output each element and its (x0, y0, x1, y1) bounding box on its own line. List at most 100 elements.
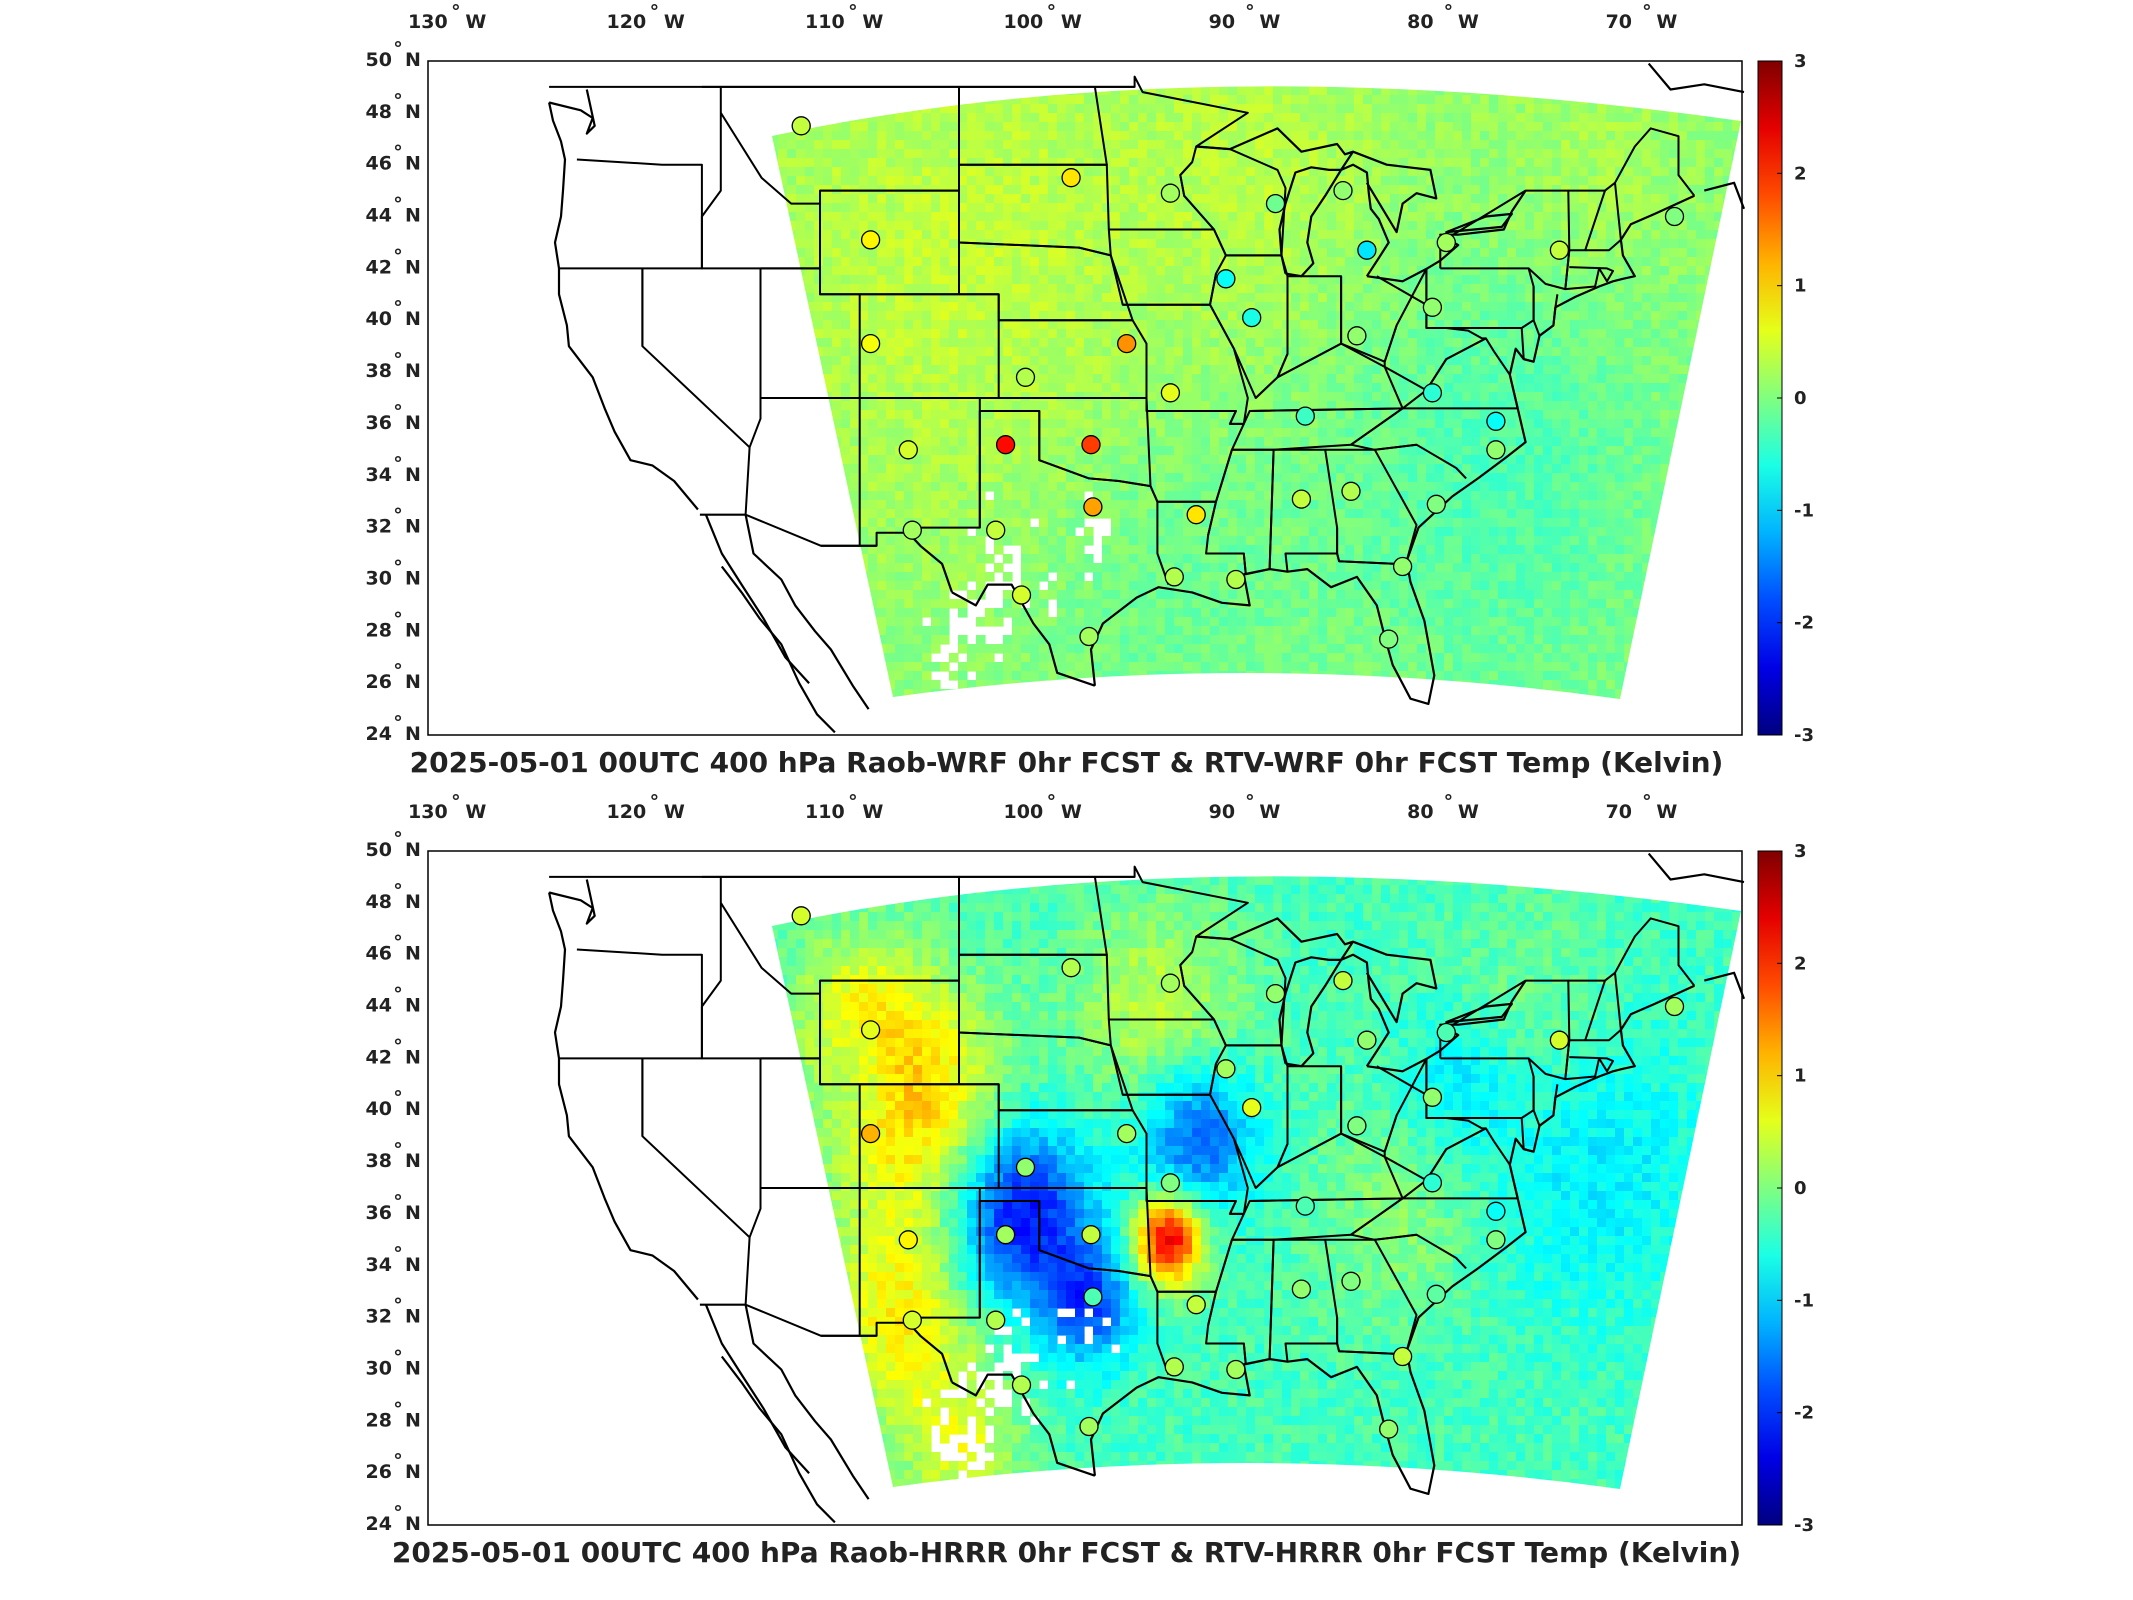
lon-tick-degree: ° (451, 1, 461, 23)
raob-station-marker (1347, 326, 1367, 346)
lat-tick-degree: ° (393, 608, 403, 630)
colorbar-tick-label: -2 (1794, 613, 1814, 634)
lon-tick-degree: ° (1047, 1, 1057, 23)
raob-station-marker (1160, 183, 1181, 203)
lat-tick-degree: ° (393, 712, 403, 734)
lat-tick-label: 46 (366, 943, 392, 965)
lat-tick-degree: ° (393, 401, 403, 423)
lat-tick-suffix: N (405, 891, 421, 913)
raob-station-marker (1083, 1287, 1103, 1307)
raob-station-marker (898, 440, 918, 460)
colorbar-tick-label: 3 (1794, 841, 1807, 862)
temperature-difference-field (772, 86, 1741, 699)
raob-station-marker (1242, 307, 1262, 328)
raob-station-marker (1379, 1419, 1399, 1439)
map-frame (427, 850, 1743, 1526)
lat-tick-suffix: N (405, 101, 421, 123)
colorbar-tick-label: -3 (1794, 1515, 1814, 1536)
raob-station-marker (1186, 1295, 1206, 1315)
lon-tick-label: 90 (1209, 11, 1235, 33)
raob-station-marker (1422, 1173, 1443, 1193)
lon-tick-suffix: W (1656, 801, 1677, 823)
raob-station-marker (902, 520, 922, 540)
wrf-map-plot: 130 ° W 120 ° W 110 ° W 100 ° W 90 ° W 80 ° W 70 ° W50 ° N48 ° N… (366, 1, 1814, 746)
lon-tick-label: 70 (1606, 11, 1632, 33)
lat-tick-degree: ° (393, 1450, 403, 1472)
lon-tick-suffix: W (1061, 11, 1082, 33)
raob-station-marker (1295, 406, 1315, 426)
lat-tick-degree: ° (393, 194, 403, 216)
colorbar-tick-label: 3 (1794, 51, 1807, 72)
lat-tick-label: 38 (366, 1150, 392, 1172)
raob-station-marker (1291, 1279, 1312, 1299)
lat-tick-label: 38 (366, 360, 392, 382)
raob-station-marker (1664, 996, 1685, 1017)
raob-station-marker (1392, 1346, 1413, 1367)
lat-tick-label: 48 (366, 101, 392, 123)
raob-station-marker (1347, 1116, 1367, 1136)
raob-station-marker (1486, 411, 1506, 431)
raob-station-marker (1083, 497, 1103, 517)
raob-station-marker (995, 1225, 1016, 1245)
lat-tick-label: 26 (366, 671, 392, 693)
lon-tick-degree: ° (451, 791, 461, 813)
lon-tick-suffix: W (1458, 801, 1479, 823)
raob-station-marker (1357, 240, 1377, 260)
colorbar-tick-label: -1 (1794, 1290, 1814, 1311)
lat-tick-suffix: N (405, 464, 421, 486)
lat-tick-suffix: N (405, 723, 421, 745)
lon-tick-label: 70 (1606, 801, 1632, 823)
lon-tick-suffix: W (664, 11, 685, 33)
lat-tick-label: 30 (366, 1357, 392, 1379)
lat-tick-label: 50 (366, 49, 392, 71)
lat-tick-degree: ° (393, 660, 403, 682)
lat-tick-degree: ° (393, 505, 403, 527)
raob-station-marker (1216, 269, 1236, 289)
lat-tick-label: 36 (366, 412, 392, 434)
lon-tick-degree: ° (1245, 791, 1255, 813)
lat-tick-suffix: N (405, 360, 421, 382)
lon-tick-label: 120 (607, 11, 647, 33)
lat-tick-label: 24 (366, 723, 392, 745)
raob-station-marker (1549, 1030, 1570, 1050)
lat-tick-suffix: N (405, 943, 421, 965)
lon-tick-suffix: W (1656, 11, 1677, 33)
lat-tick-suffix: N (405, 1254, 421, 1276)
raob-station-marker (1186, 505, 1206, 525)
raob-station-marker (1664, 206, 1685, 227)
lat-tick-label: 44 (366, 205, 392, 227)
lon-tick-label: 110 (805, 801, 845, 823)
lon-tick-label: 80 (1407, 801, 1433, 823)
raob-station-marker (1436, 232, 1456, 253)
raob-station-marker (860, 1123, 881, 1144)
raob-station-marker (1341, 1271, 1361, 1291)
raob-station-marker (1392, 556, 1413, 577)
lat-tick-suffix: N (405, 995, 421, 1017)
raob-station-marker (860, 230, 881, 250)
raob-station-marker (1426, 494, 1446, 514)
raob-station-marker (1061, 168, 1081, 188)
lon-tick-suffix: W (1259, 11, 1280, 33)
lat-tick-degree: ° (393, 1346, 403, 1368)
lon-tick-degree: ° (1444, 791, 1454, 813)
lat-tick-suffix: N (405, 567, 421, 589)
lat-tick-degree: ° (393, 556, 403, 578)
lat-tick-degree: ° (393, 90, 403, 112)
raob-station-marker (902, 1310, 922, 1330)
colorbar-tick-label: 1 (1794, 276, 1807, 297)
lat-tick-degree: ° (393, 245, 403, 267)
raob-station-marker (1436, 1022, 1456, 1043)
raob-station-marker (1357, 1030, 1377, 1050)
raob-station-marker (860, 333, 881, 354)
raob-station-marker (1015, 1157, 1036, 1177)
raob-station-marker (1486, 1230, 1506, 1250)
lon-tick-degree: ° (1245, 1, 1255, 23)
lat-tick-suffix: N (405, 1357, 421, 1379)
raob-station-marker (1061, 958, 1081, 978)
lon-tick-suffix: W (1061, 801, 1082, 823)
lat-tick-label: 40 (366, 308, 392, 330)
lat-tick-label: 32 (366, 1306, 392, 1328)
lon-tick-label: 110 (805, 11, 845, 33)
lat-tick-degree: ° (393, 1035, 403, 1057)
lat-tick-label: 32 (366, 516, 392, 538)
